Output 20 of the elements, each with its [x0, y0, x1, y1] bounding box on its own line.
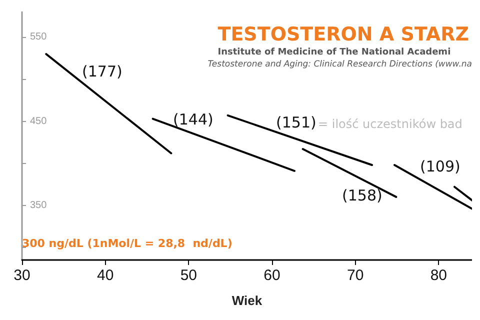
text: TESTOSTERON A STARZ: [218, 24, 470, 46]
annotation: Testosterone and Aging: Clinical Research Directions (www.na: [208, 60, 472, 70]
x-tick-label: 30: [14, 267, 30, 284]
x-tick-label: 60: [264, 267, 280, 284]
annotation: (109): [420, 158, 460, 176]
annotation: 300 ng/dL (1nMol/L = 28,8 nd/dL): [22, 237, 232, 250]
x-tick-label: 80: [430, 267, 448, 284]
text: Institute of Medicine of The National Academi: [218, 48, 451, 58]
x-tick-label: 70: [346, 267, 364, 284]
annotation: = ilość uczestników bad: [318, 117, 462, 131]
x-axis-title: Wiek: [232, 293, 263, 308]
annotation: (151): [276, 114, 316, 132]
y-tick-label: 350: [30, 200, 48, 211]
annotation: (144): [173, 110, 214, 128]
y-tick-label: 550: [30, 32, 48, 43]
annotation: (177): [82, 62, 122, 80]
x-tick-label: 50: [180, 267, 198, 284]
annotation: (158): [342, 186, 382, 204]
x-tick-label: 40: [96, 267, 114, 284]
y-tick-label: 450: [30, 116, 48, 127]
